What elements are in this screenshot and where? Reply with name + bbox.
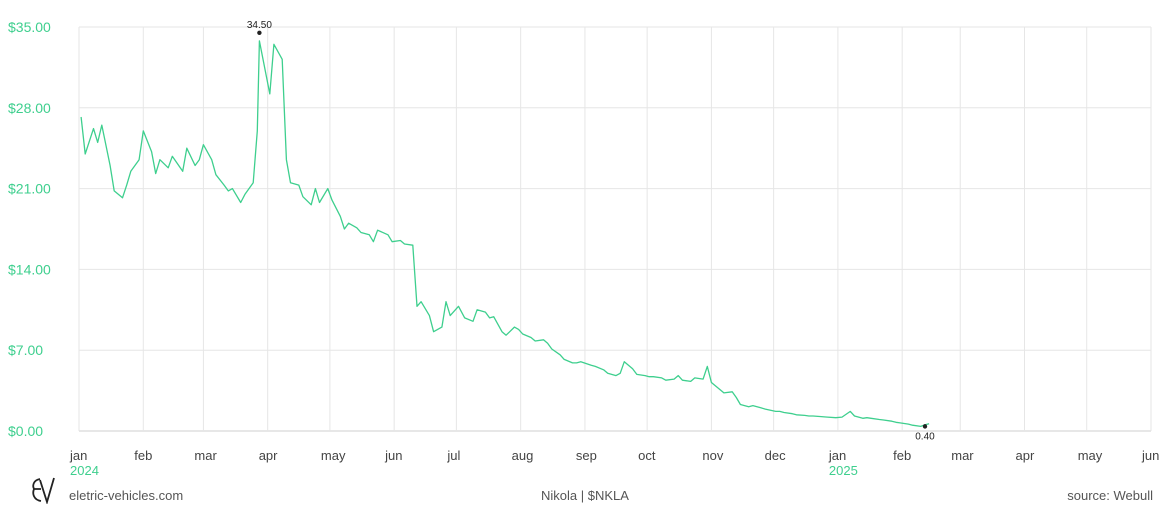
y-tick-label: $21.00	[8, 181, 51, 197]
x-tick-label: jun	[1141, 448, 1159, 463]
year-label: 2024	[70, 463, 99, 478]
annotation-label: 34.50	[247, 20, 272, 31]
price-line	[80, 40, 930, 428]
y-axis-ticks: $0.00 $7.00 $14.00 $21.00 $28.00 $35.00	[8, 19, 51, 439]
y-tick-label: $28.00	[8, 100, 51, 116]
x-tick-label: feb	[893, 448, 911, 463]
y-tick-label: $35.00	[8, 19, 51, 35]
x-tick-label: may	[321, 448, 346, 463]
x-tick-label: dec	[765, 448, 786, 463]
x-tick-label: nov	[702, 448, 723, 463]
source-label: source: Webull	[1067, 488, 1153, 503]
y-tick-label: $14.00	[8, 261, 51, 277]
x-axis-ticks: jan feb mar apr may jun jul aug sep oct nov dec jan f…	[69, 448, 1159, 478]
x-tick-label: feb	[134, 448, 152, 463]
annotation-label: 0.40	[915, 431, 935, 442]
annotation-point	[922, 424, 928, 429]
series-layer	[80, 40, 930, 428]
x-tick-label: apr	[1016, 448, 1035, 463]
y-tick-label: $0.00	[8, 423, 43, 439]
site-name: eletric-vehicles.com	[69, 488, 184, 503]
x-tick-label: may	[1078, 448, 1103, 463]
year-label: 2025	[829, 463, 858, 478]
x-tick-label: mar	[194, 448, 217, 463]
x-tick-label: apr	[259, 448, 278, 463]
annotation-point	[257, 30, 262, 35]
x-tick-label: mar	[951, 448, 974, 463]
x-tick-label: jan	[69, 448, 87, 463]
x-tick-label: jan	[828, 448, 846, 463]
x-tick-label: oct	[638, 448, 656, 463]
annotations: 34.50 0.40	[247, 20, 935, 443]
x-tick-label: jul	[446, 448, 460, 463]
gridlines	[78, 26, 1152, 432]
chart-title: Nikola | $NKLA	[541, 488, 629, 503]
ev-monogram-logo	[32, 477, 55, 504]
y-tick-label: $7.00	[8, 342, 43, 358]
x-tick-label: sep	[576, 448, 597, 463]
x-tick-label: jun	[384, 448, 402, 463]
x-tick-label: aug	[512, 448, 534, 463]
